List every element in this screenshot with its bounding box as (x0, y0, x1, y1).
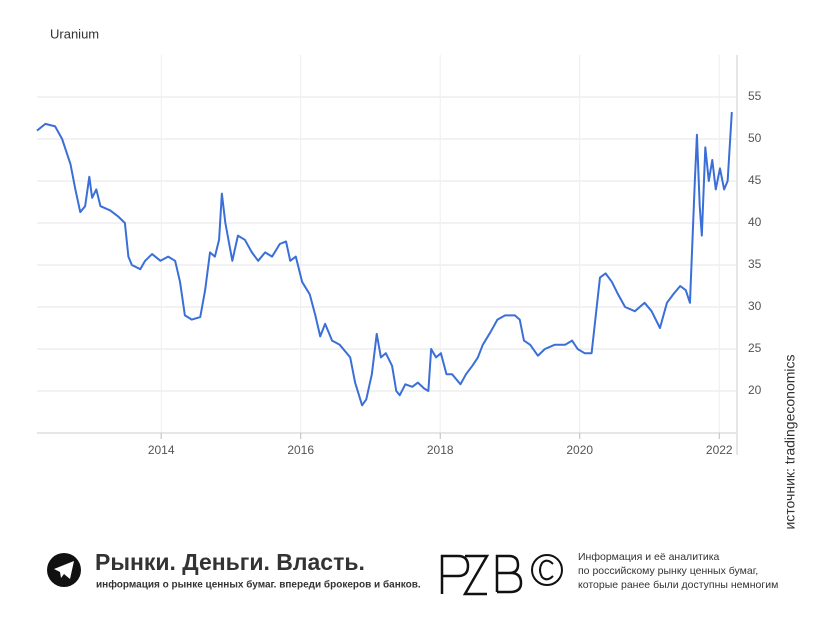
price-line (36, 112, 733, 407)
y-tick-label: 50 (748, 131, 762, 145)
x-tick-label: 2020 (566, 443, 593, 457)
description-line: по российскому рынку ценных бумаг, (578, 565, 758, 577)
description-line: которые ранее были доступны немногим (578, 579, 778, 591)
y-tick-label: 25 (748, 341, 762, 355)
description-line: Информация и её аналитика (578, 551, 720, 563)
y-tick-label: 35 (748, 257, 762, 271)
x-tick-label: 2014 (148, 443, 175, 457)
logo (440, 554, 563, 596)
y-tick-label: 30 (748, 299, 762, 313)
x-tick-label: 2018 (427, 443, 454, 457)
footer: Рынки. Деньги. Власть. информация о рынк… (47, 549, 778, 596)
y-tick-label: 55 (748, 89, 762, 103)
x-tick-label: 2016 (287, 443, 314, 457)
x-tick-label: 2022 (706, 443, 733, 457)
y-tick-label: 20 (748, 383, 762, 397)
brand: Рынки. Деньги. Власть. (95, 549, 365, 575)
y-tick-label: 40 (748, 215, 762, 229)
telegram-plane (54, 561, 74, 579)
tagline: информация о рынке ценных бумаг. впереди… (96, 579, 421, 591)
chart-title: Uranium (50, 26, 99, 41)
y-tick-label: 45 (748, 173, 762, 187)
source: источник: tradingeconomics (782, 354, 798, 529)
